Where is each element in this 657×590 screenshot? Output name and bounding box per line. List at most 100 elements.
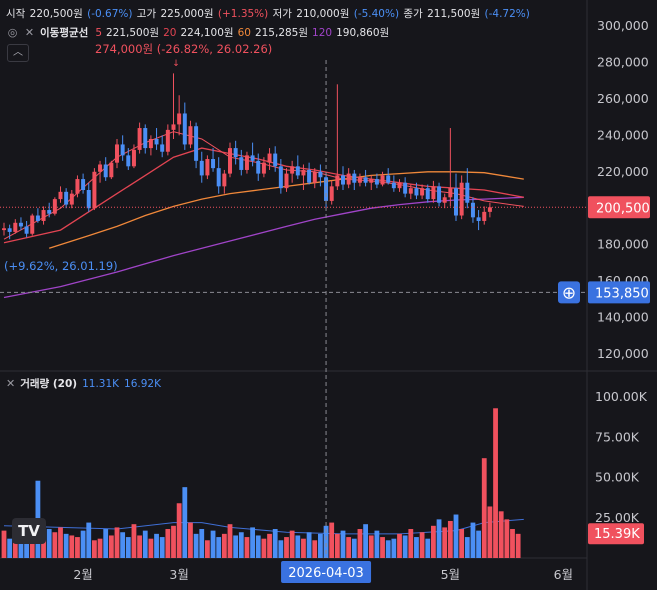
ma20-value: 224,100원 xyxy=(180,27,234,39)
candle-body xyxy=(137,128,142,150)
volume-bar xyxy=(464,537,470,558)
candle-body xyxy=(86,190,91,209)
candle-body xyxy=(115,144,119,163)
candle-body xyxy=(267,153,272,163)
tradingview-logo[interactable]: TV xyxy=(12,518,46,544)
volume-bar xyxy=(97,538,103,558)
volume-bar xyxy=(154,533,159,558)
close-value: 211,500원 xyxy=(427,8,481,20)
volume-bar xyxy=(52,532,58,558)
candle-body xyxy=(18,222,23,227)
volume-tick-label: 50.00K xyxy=(595,470,640,485)
eye-off-icon[interactable]: ◎ xyxy=(7,26,18,39)
ma60-line xyxy=(49,171,524,249)
candle-body xyxy=(41,210,46,221)
ma5-value: 221,500원 xyxy=(106,27,160,39)
candle-body xyxy=(182,113,187,145)
candle-body xyxy=(403,182,408,194)
chevron-up-icon[interactable]: ︿ xyxy=(7,44,29,62)
candle-body xyxy=(131,149,136,167)
ma60-period: 60 xyxy=(237,26,251,39)
low-label: 저가 xyxy=(272,8,292,20)
close-icon[interactable]: ✕ xyxy=(24,26,35,39)
candle-body xyxy=(335,175,340,187)
volume-bar xyxy=(408,529,414,558)
date-tick-label: 3월 xyxy=(169,567,188,582)
overlays: 200,500 ⊕ 153,850 15.39K 2026-04-03 274,000원 … xyxy=(0,42,650,583)
volume-bar xyxy=(233,535,239,558)
price-tick-label: 220,000 xyxy=(597,164,649,179)
candle-body xyxy=(454,188,458,216)
crosshair-date-label: 2026-04-03 xyxy=(288,566,364,581)
volume-bar xyxy=(272,529,278,558)
candle-body xyxy=(30,215,35,234)
volume-value-2: 16.92K xyxy=(124,377,161,390)
eye-off-icon[interactable]: ✕ xyxy=(6,377,16,390)
volume-bar xyxy=(318,533,323,558)
volume-bar xyxy=(351,538,357,558)
candle-body xyxy=(205,159,210,176)
ma-legend: ◎ ✕ 이동평균선 5 221,500원 20 224,100원 60 215,… xyxy=(6,25,389,40)
candle-body xyxy=(470,202,475,218)
volume-ma-line xyxy=(3,518,524,535)
candle-body xyxy=(188,126,193,145)
candle-body xyxy=(2,228,6,231)
candle-body xyxy=(391,182,396,189)
volume-bar xyxy=(284,537,289,558)
ma120-line xyxy=(3,196,524,299)
volume-bar xyxy=(75,537,80,558)
candle-body xyxy=(414,188,419,196)
candle-body xyxy=(92,171,97,209)
low-value: 210,000원 xyxy=(296,8,350,20)
candle-body xyxy=(459,182,464,216)
volume-bar xyxy=(380,537,385,558)
volume-bar xyxy=(69,535,75,558)
add-alert-button xyxy=(558,281,580,304)
candle-body xyxy=(177,113,182,125)
volume-bar xyxy=(470,522,476,558)
price-tick-label: 160,000 xyxy=(597,273,649,288)
ma60-value: 215,285원 xyxy=(254,27,309,39)
candle-body xyxy=(352,173,357,183)
high-label: 고가 xyxy=(136,8,157,20)
volume-bar xyxy=(289,530,295,558)
candle-body xyxy=(148,138,153,149)
date-tick-label: 2월 xyxy=(73,567,92,582)
volume-bar xyxy=(80,530,86,558)
candle-body xyxy=(301,169,306,176)
volume-bar xyxy=(391,538,397,558)
candle-body xyxy=(165,129,170,152)
candle-body xyxy=(386,175,391,183)
volume-title: 거래량 (20) xyxy=(20,378,78,390)
volume-bar xyxy=(442,527,448,558)
open-value: 220,500원 xyxy=(29,8,83,20)
candle-body xyxy=(442,197,447,203)
volume-bar xyxy=(193,533,199,558)
candle-body xyxy=(47,210,52,214)
volume-tick-label: 75.00K xyxy=(595,429,640,444)
candle-body xyxy=(250,155,255,161)
volume-bar xyxy=(137,535,142,558)
crosshair-date-badge xyxy=(281,561,372,583)
candle-body xyxy=(171,124,176,130)
volume-bar xyxy=(306,532,312,558)
candle-body xyxy=(228,148,232,174)
volume-value-1: 11.31K xyxy=(82,377,120,390)
candle-body xyxy=(487,207,492,212)
candle-body xyxy=(35,215,40,221)
ma120-period: 120 xyxy=(312,26,333,39)
open-label: 시작 xyxy=(6,8,26,20)
volume-bar xyxy=(125,537,131,558)
volume-bar xyxy=(453,514,459,558)
volume-bar xyxy=(148,538,154,558)
candle-body xyxy=(482,211,487,221)
candle-body xyxy=(425,188,430,200)
high-value: 225,000원 xyxy=(160,8,214,20)
ma-lines xyxy=(3,131,524,535)
volume-bar xyxy=(210,530,216,558)
candle-body xyxy=(103,164,108,178)
volume-legend: ✕ 거래량 (20) 11.31K 16.92K xyxy=(6,376,161,391)
candle-body xyxy=(58,191,63,200)
